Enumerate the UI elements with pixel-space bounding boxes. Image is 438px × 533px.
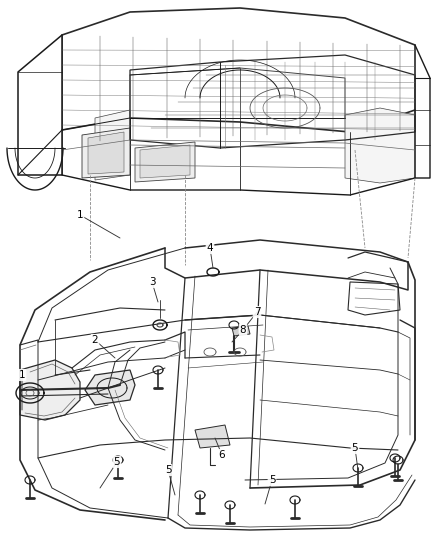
Text: 3: 3 xyxy=(148,277,155,287)
Text: 1: 1 xyxy=(19,370,25,380)
Polygon shape xyxy=(195,425,230,448)
Text: 5: 5 xyxy=(114,457,120,467)
Polygon shape xyxy=(85,370,135,405)
Polygon shape xyxy=(345,108,415,183)
Polygon shape xyxy=(88,132,124,174)
Text: 4: 4 xyxy=(207,243,213,253)
Text: 5: 5 xyxy=(268,475,276,485)
Polygon shape xyxy=(140,145,190,178)
Text: 7: 7 xyxy=(254,307,260,317)
Text: 5: 5 xyxy=(165,465,171,475)
Text: 8: 8 xyxy=(240,325,246,335)
Text: 1: 1 xyxy=(77,210,83,220)
Polygon shape xyxy=(82,128,130,178)
Polygon shape xyxy=(95,110,130,180)
Text: 2: 2 xyxy=(92,335,98,345)
Text: 6: 6 xyxy=(219,450,225,460)
Polygon shape xyxy=(135,142,195,182)
Text: 5: 5 xyxy=(352,443,358,453)
Polygon shape xyxy=(20,360,80,420)
Polygon shape xyxy=(232,326,250,336)
